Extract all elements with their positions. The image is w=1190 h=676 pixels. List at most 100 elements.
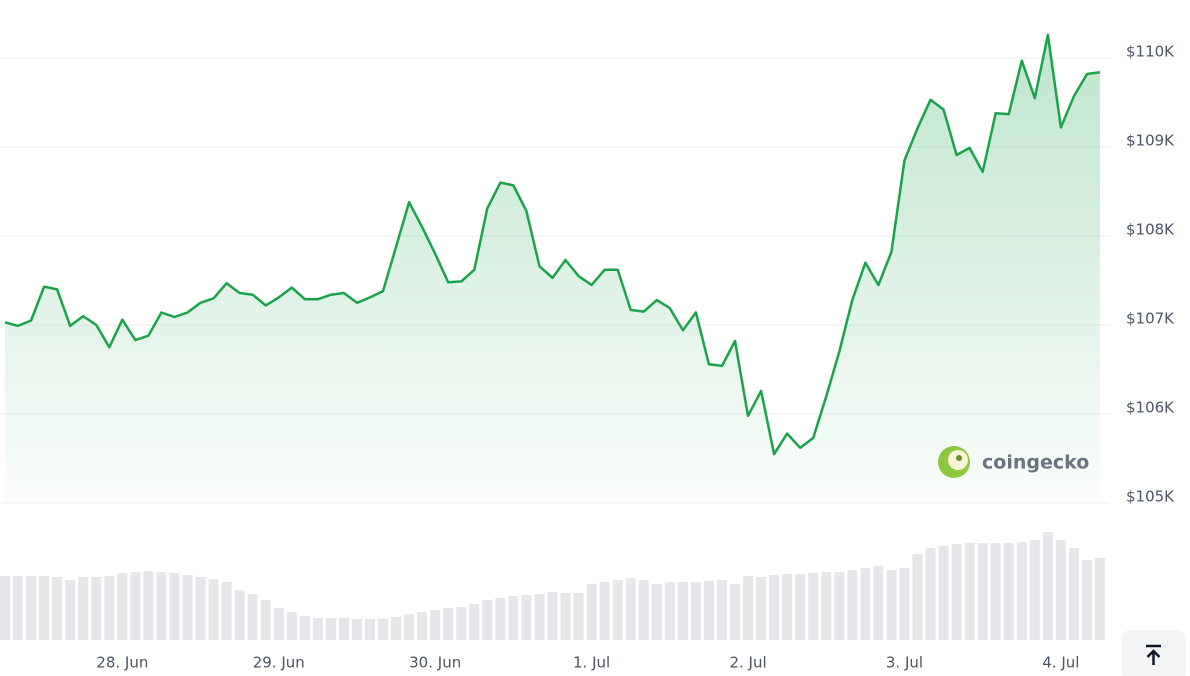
volume-bar (117, 573, 128, 640)
volume-bar (964, 543, 975, 640)
x-tick-label: 1. Jul (573, 654, 610, 672)
volume-bar (365, 619, 375, 640)
volume-bar (1095, 558, 1105, 640)
volume-bar (1016, 542, 1027, 640)
volume-bar (91, 577, 102, 640)
volume-bar (417, 612, 428, 640)
volume-bar (247, 594, 258, 640)
volume-bar (977, 543, 988, 640)
volume-bar (52, 577, 63, 640)
volume-bar (273, 608, 284, 640)
volume-bar (808, 573, 819, 640)
volume-bar (951, 544, 962, 640)
watermark-text: coingecko (982, 452, 1089, 474)
volume-bar (573, 593, 584, 640)
x-tick-label: 4. Jul (1042, 654, 1079, 672)
volume-bar (795, 574, 806, 640)
x-tick-label: 2. Jul (729, 654, 766, 672)
watermark: coingecko (938, 446, 1089, 478)
volume-bar (469, 604, 480, 640)
logo-icon (956, 455, 962, 461)
volume-bar (677, 582, 688, 640)
x-tick-label: 30. Jun (409, 654, 461, 672)
volume-bar (299, 616, 310, 640)
volume-bar (743, 576, 754, 640)
volume-bar (508, 596, 519, 640)
price-area (5, 34, 1100, 504)
volume-bar (1042, 532, 1053, 640)
volume-bar (769, 575, 780, 640)
price-layer (4, 33, 1101, 504)
volume-bar (221, 582, 232, 640)
y-tick-label: $109K (1126, 132, 1175, 150)
volume-bar (638, 580, 649, 640)
volume-bar (586, 584, 597, 640)
y-tick-label: $106K (1126, 399, 1175, 417)
volume-bar (625, 578, 636, 640)
volume-bar (1081, 560, 1092, 640)
volume-bar (312, 618, 323, 640)
volume-bar (404, 614, 415, 640)
volume-bar (782, 574, 793, 640)
volume-bar (690, 582, 701, 640)
volume-bar (351, 619, 362, 640)
volume-bar (378, 619, 389, 640)
volume-bar (990, 543, 1001, 640)
volume-bar (143, 571, 154, 640)
volume-bar (560, 593, 571, 640)
volume-bar (599, 582, 610, 640)
volume-bar (130, 572, 141, 640)
volume-bar (13, 576, 24, 640)
volume-bar (651, 584, 662, 640)
volume-bar (730, 584, 740, 640)
volume-bar (912, 554, 923, 640)
volume-bar (260, 600, 271, 640)
volume-bar (1003, 543, 1014, 640)
volume-bar (703, 581, 714, 640)
volume-bar (234, 590, 245, 640)
icon (1146, 649, 1161, 665)
volume-bar (456, 607, 467, 640)
volume-bar (860, 568, 871, 640)
volume-bar (391, 617, 402, 640)
volume-bar (664, 582, 675, 640)
volume-bar (1068, 548, 1079, 640)
volume-bar (208, 579, 219, 640)
volume-bar (612, 580, 623, 640)
volume-bar (821, 572, 832, 640)
volume-bar (495, 598, 506, 640)
volume-bar (847, 570, 858, 640)
volume-bar (0, 576, 10, 640)
volume-bar (169, 573, 180, 640)
x-tick-label: 29. Jun (253, 654, 305, 672)
volume-bar (430, 610, 441, 640)
volume-bar (534, 594, 545, 640)
volume-bar (1055, 540, 1066, 640)
volume-bar (834, 572, 845, 640)
volume-bar (521, 595, 532, 640)
y-tick-label: $110K (1126, 43, 1175, 61)
volume-bar (286, 612, 297, 640)
volume-bar (156, 572, 167, 640)
volume-bar (925, 548, 936, 640)
volume-bar (325, 618, 336, 640)
volume-bar (899, 568, 910, 640)
volume-bar (938, 546, 949, 640)
y-tick-label: $108K (1126, 221, 1175, 239)
volume-bar (26, 576, 37, 640)
volume-bar (182, 575, 193, 640)
scroll-top-button[interactable] (1122, 630, 1186, 676)
volume-bar (443, 608, 454, 640)
y-tick-label: $105K (1126, 488, 1175, 506)
volume-bar (338, 618, 349, 640)
volume-layer (0, 532, 1105, 640)
y-tick-label: $107K (1126, 310, 1175, 328)
volume-bar (756, 577, 767, 640)
x-tick-label: 28. Jun (96, 654, 148, 672)
volume-bar (547, 592, 558, 640)
volume-bar (716, 580, 727, 640)
volume-bar (482, 600, 493, 640)
volume-bar (104, 576, 115, 640)
